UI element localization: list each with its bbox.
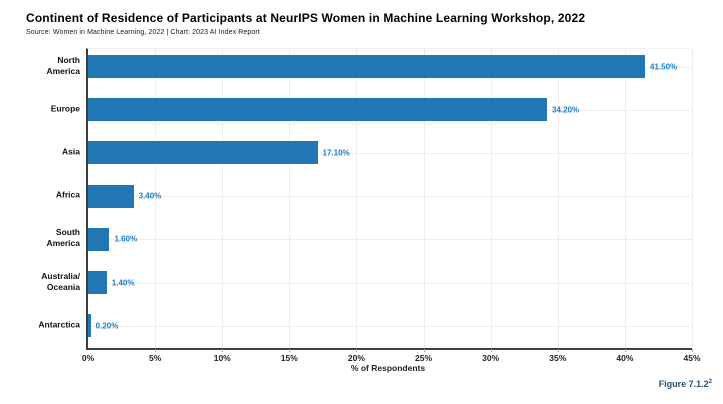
gridline-vertical (222, 49, 224, 348)
bar-value-label: 41.50% (650, 62, 678, 71)
gridline-horizontal (88, 325, 692, 327)
x-tick-mark (624, 349, 626, 352)
x-tick-label: 10% (213, 353, 231, 363)
bar (88, 55, 646, 78)
bar-value-label: 3.40% (138, 191, 162, 201)
bar-value-label: 0.20% (95, 321, 119, 331)
x-tick-label: 5% (148, 353, 162, 363)
bar-value-label: 1.40% (111, 278, 135, 287)
category-label: Australia/ Oceania (41, 270, 80, 292)
x-tick-mark (222, 349, 224, 352)
category-label: Asia (62, 146, 80, 157)
bar (88, 314, 91, 338)
x-tick-mark (155, 349, 157, 352)
bar-value-label: 17.10% (322, 148, 350, 158)
x-tick-mark (356, 349, 358, 352)
bar (88, 141, 318, 165)
x-tick-mark (490, 349, 492, 352)
x-tick-label: 20% (347, 353, 365, 363)
gridline-horizontal (88, 282, 692, 284)
x-tick-label: 45% (683, 353, 701, 363)
gridline-vertical (557, 49, 559, 348)
category-label: Africa (55, 189, 80, 200)
gridline-vertical (490, 49, 492, 348)
x-tick-label: 30% (482, 353, 500, 363)
y-axis-labels: North America Europe Asia Africa South Ameri… (0, 48, 80, 347)
plot-area: 41.50% 34.20% 17.10% 3.40% 1.60% 1.40% 0.20% (86, 48, 693, 350)
x-tick-label: 15% (280, 353, 298, 363)
x-tick-mark (423, 349, 425, 352)
gridline-horizontal (88, 152, 692, 154)
gridline-vertical (155, 49, 157, 348)
gridline-vertical (289, 49, 291, 348)
figure-label-text: Figure 7.1.2 (658, 379, 709, 389)
bar-value-label: 34.20% (552, 105, 580, 115)
x-tick-label: 25% (415, 353, 433, 363)
x-tick-label: 35% (549, 353, 567, 363)
category-label: Europe (50, 103, 80, 114)
bar (88, 271, 107, 294)
x-axis-title: % of Respondents (350, 363, 426, 373)
category-label: Antarctica (38, 319, 80, 330)
figure-label: Figure 7.1.22 (659, 379, 712, 389)
gridline-vertical (692, 49, 693, 348)
x-tick-mark (557, 349, 559, 352)
figure-label-footnote-marker: 2 (708, 379, 712, 385)
gridline-vertical (356, 49, 358, 348)
bar (88, 98, 548, 122)
x-axis-ticks: 0% 5% 10% 15% 20% 25% 30% 35% 40% 45% (82, 349, 701, 365)
category-label: North America (46, 54, 80, 76)
gridline-horizontal (88, 196, 692, 198)
chart-source: Source: Women in Machine Learning, 2022 … (26, 29, 260, 36)
gridline-vertical (423, 49, 425, 348)
bar (88, 184, 134, 208)
gridline-horizontal (88, 239, 692, 241)
x-tick-label: 0% (81, 353, 95, 363)
x-tick-mark (289, 349, 291, 352)
gridline-vertical (624, 49, 626, 348)
bar (88, 227, 110, 251)
x-tick-mark (692, 349, 693, 352)
x-tick-label: 40% (616, 353, 634, 363)
chart-title: Continent of Residence of Participants a… (26, 11, 586, 25)
category-label: South America (46, 227, 80, 249)
bar-value-label: 1.60% (114, 234, 138, 244)
